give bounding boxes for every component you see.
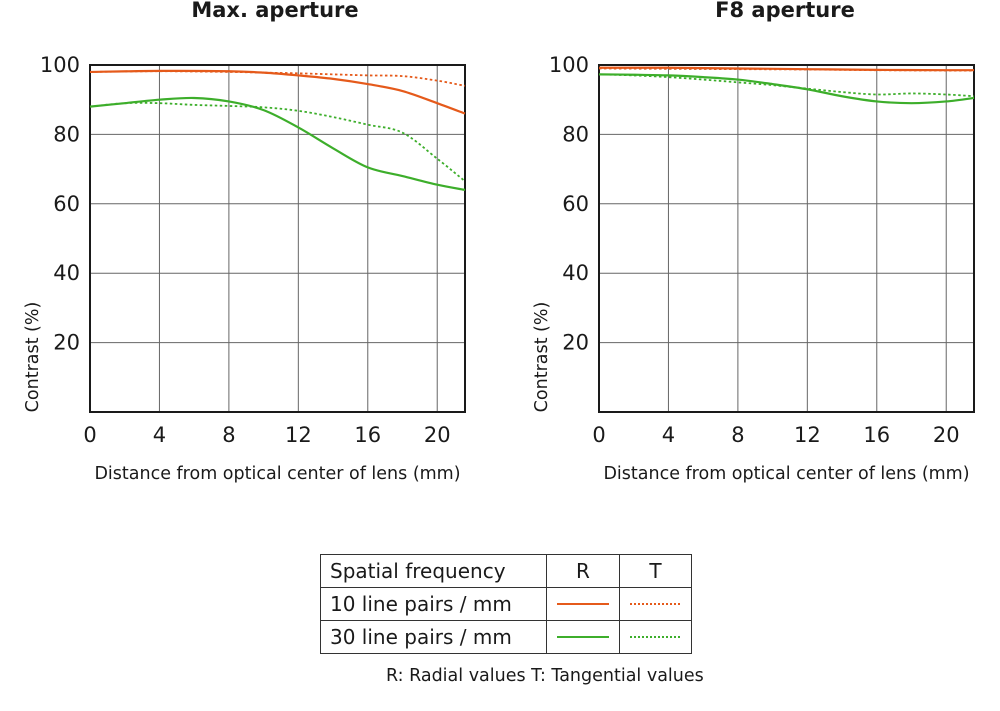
legend-header-label: Spatial frequency: [320, 554, 547, 588]
y-tick-label: 40: [562, 261, 589, 285]
x-tick-label: 16: [863, 423, 890, 447]
series-line-3: [89, 101, 466, 182]
x-tick-label: 4: [662, 423, 675, 447]
y-tick-label: 60: [562, 192, 589, 216]
x-tick-label: 20: [424, 423, 451, 447]
legend-row-10lp: 10 line pairs / mm: [320, 587, 692, 621]
series-line-0: [89, 69, 466, 115]
y-tick-label: 20: [53, 331, 80, 355]
y-tick-label: 80: [53, 122, 80, 146]
y-axis-label: Contrast (%): [23, 302, 43, 413]
x-tick-label: 16: [354, 423, 381, 447]
chart-title-max-aperture: Max. aperture: [191, 0, 359, 22]
series-line-2: [598, 73, 975, 105]
x-tick-label: 8: [731, 423, 744, 447]
x-tick-label: 4: [153, 423, 166, 447]
legend-header-r: R: [546, 554, 620, 588]
legend-label-10lp: 10 line pairs / mm: [320, 587, 547, 621]
legend-swatch-cell: [546, 587, 620, 621]
plot-frame: [89, 64, 466, 413]
legend-swatch-cell: [619, 620, 692, 654]
series-line-1: [598, 67, 975, 72]
x-tick-label: 0: [83, 423, 96, 447]
legend-header-t: T: [619, 554, 692, 588]
series-line-3: [598, 73, 975, 98]
y-tick-label: 20: [562, 331, 589, 355]
y-tick-label: 40: [53, 261, 80, 285]
legend-row-30lp: 30 line pairs / mm: [320, 620, 692, 654]
y-tick-label: 100: [40, 53, 80, 77]
x-tick-label: 0: [592, 423, 605, 447]
y-axis-label: Contrast (%): [532, 302, 552, 413]
x-tick-label: 20: [933, 423, 960, 447]
legend-label-30lp: 30 line pairs / mm: [320, 620, 547, 654]
y-tick-label: 100: [549, 53, 589, 77]
plot-frame: [598, 64, 975, 413]
x-tick-label: 12: [285, 423, 312, 447]
x-tick-label: 8: [222, 423, 235, 447]
x-axis-label: Distance from optical center of lens (mm…: [94, 464, 460, 484]
x-tick-label: 12: [794, 423, 821, 447]
legend-swatch-cell: [546, 620, 620, 654]
legend-swatch-cell: [619, 587, 692, 621]
series-line-2: [89, 96, 466, 192]
series-line-1: [89, 70, 466, 87]
y-tick-label: 80: [562, 122, 589, 146]
legend-table: Spatial frequency R T 10 line pairs / mm…: [320, 554, 692, 654]
chart-panel-1: 0 4 8 12 16 20 20 40 60 80 100 Distance from optica…: [532, 53, 975, 484]
legend-caption: R: Radial values T: Tangential values: [386, 666, 704, 686]
chart-title-f8-aperture: F8 aperture: [715, 0, 855, 22]
x-axis-label: Distance from optical center of lens (mm…: [603, 464, 969, 484]
legend-header-row: Spatial frequency R T: [320, 554, 692, 588]
y-tick-label: 60: [53, 192, 80, 216]
chart-panel-0: 0 4 8 12 16 20 20 40 60 80 100 Distance from optica…: [23, 53, 466, 484]
